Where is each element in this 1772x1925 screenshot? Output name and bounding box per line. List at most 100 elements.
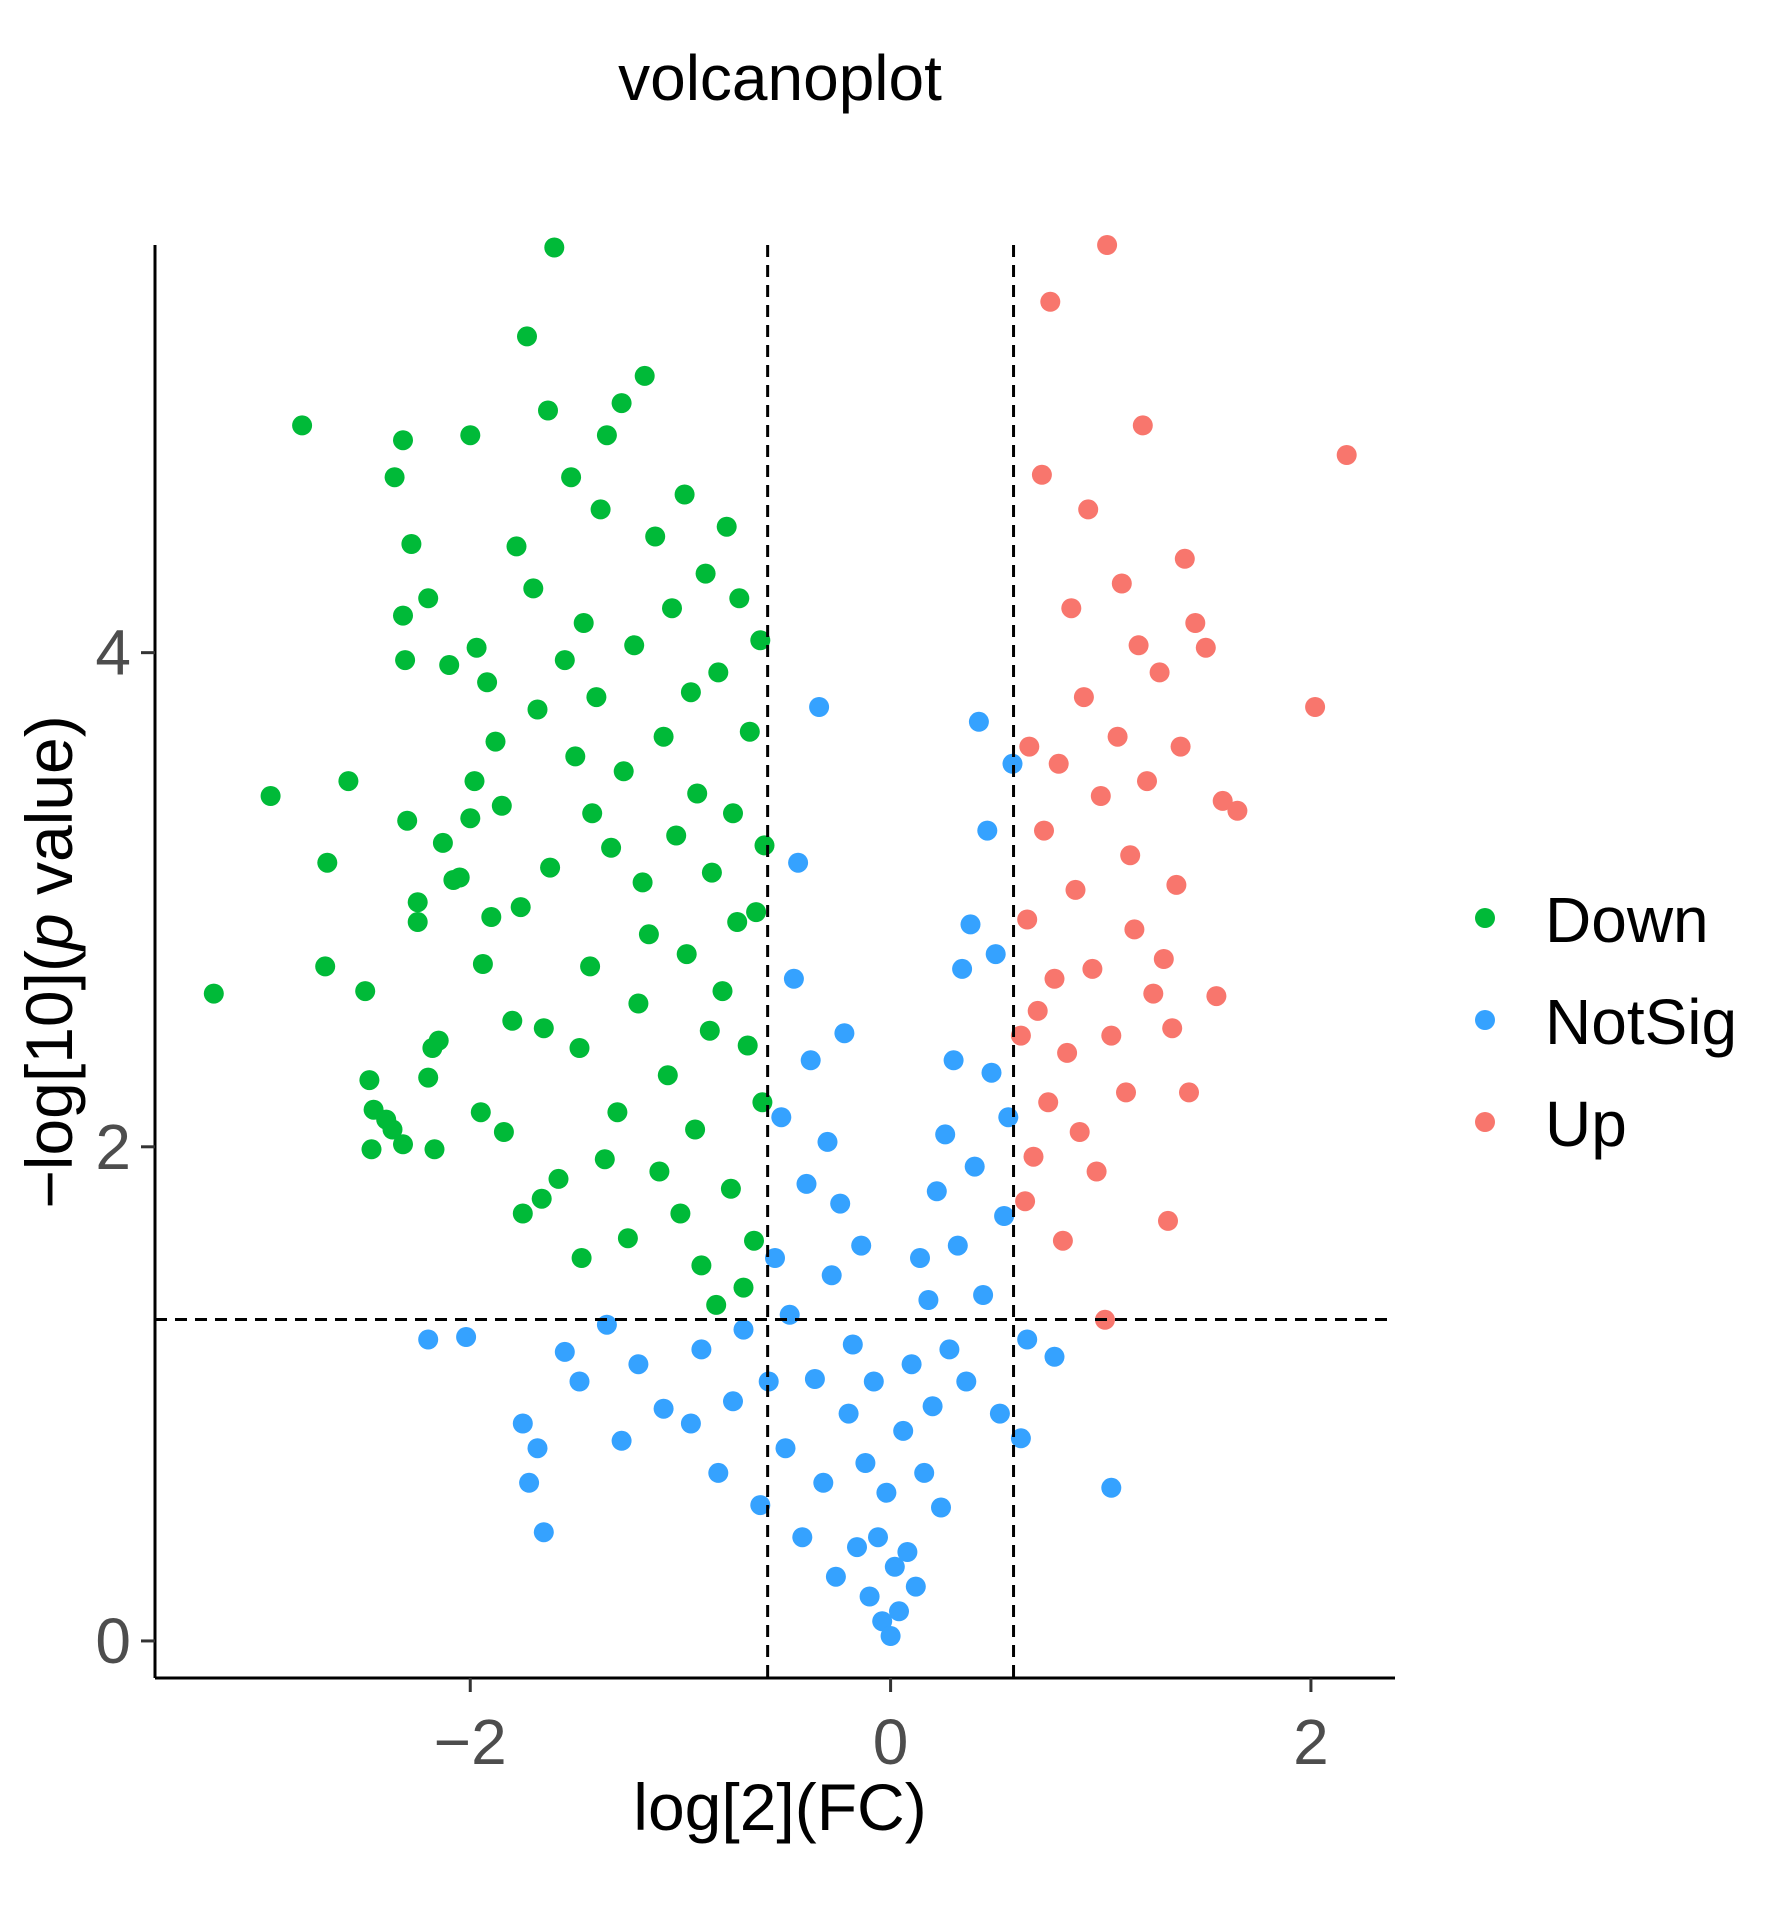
point-down <box>680 682 701 703</box>
point-down <box>729 588 750 609</box>
point-down <box>573 613 594 633</box>
point-down <box>737 1035 758 1056</box>
point-up <box>1073 687 1094 708</box>
point-up <box>1137 771 1157 792</box>
point-notsig <box>981 1062 1002 1083</box>
point-down <box>506 536 527 557</box>
point-notsig <box>977 820 998 841</box>
point-up <box>1170 736 1191 757</box>
point-up <box>1206 986 1227 1007</box>
point-up <box>1061 598 1082 619</box>
point-down <box>517 326 537 347</box>
x-tick-label: −2 <box>434 1706 507 1778</box>
point-notsig <box>964 1156 985 1177</box>
point-notsig <box>884 1556 905 1577</box>
point-down <box>460 425 481 446</box>
point-notsig <box>708 1462 729 1483</box>
point-down <box>502 1010 523 1031</box>
point-down <box>712 981 733 1002</box>
point-up <box>1128 635 1149 656</box>
point-up <box>1027 1000 1048 1021</box>
point-notsig <box>947 1235 968 1256</box>
point-notsig <box>750 1495 771 1516</box>
point-down <box>531 1188 552 1209</box>
x-tick-label: 0 <box>873 1706 909 1778</box>
point-up <box>1185 613 1206 633</box>
point-up <box>1040 291 1061 312</box>
point-down <box>691 1255 712 1276</box>
point-notsig <box>788 852 809 873</box>
point-notsig <box>939 1339 960 1360</box>
point-up <box>1017 909 1038 930</box>
point-down <box>472 954 493 974</box>
chart-title: volcanoplot <box>618 42 942 114</box>
x-tick-label: 2 <box>1293 1706 1329 1778</box>
point-notsig <box>533 1522 554 1543</box>
point-notsig <box>723 1391 743 1412</box>
point-down <box>676 944 697 965</box>
point-down <box>384 467 405 488</box>
point-notsig <box>897 1542 918 1562</box>
point-notsig <box>569 1371 590 1392</box>
point-down <box>317 852 338 873</box>
point-down <box>470 1102 491 1123</box>
point-down <box>634 365 655 386</box>
point-notsig <box>847 1537 867 1558</box>
point-up <box>1097 235 1118 255</box>
point-notsig <box>596 1314 617 1335</box>
point-down <box>565 746 586 767</box>
point-down <box>561 467 582 488</box>
point-down <box>407 912 428 932</box>
point-notsig <box>985 944 1006 965</box>
point-up <box>1166 874 1187 895</box>
point-notsig <box>611 1430 632 1451</box>
point-down <box>393 430 413 451</box>
point-down <box>464 771 485 792</box>
point-notsig <box>1002 753 1023 774</box>
point-down <box>395 650 416 671</box>
point-up <box>1107 726 1128 747</box>
point-down <box>733 1277 754 1298</box>
point-down <box>632 872 653 893</box>
point-notsig <box>830 1193 851 1214</box>
y-tick-label: 2 <box>95 1111 131 1183</box>
point-down <box>540 857 561 878</box>
point-down <box>670 1203 691 1224</box>
point-notsig <box>783 968 804 989</box>
y-axis-label-prefix: −log[10]( <box>12 950 86 1209</box>
point-notsig <box>893 1420 914 1441</box>
point-up <box>1034 820 1054 841</box>
point-notsig <box>653 1398 674 1419</box>
point-down <box>544 237 565 258</box>
point-notsig <box>935 1124 956 1145</box>
point-down <box>617 1228 638 1249</box>
axes <box>153 245 1395 1680</box>
point-notsig <box>910 1248 930 1268</box>
point-down <box>449 867 470 888</box>
point-notsig <box>1044 1346 1065 1367</box>
point-down <box>607 1102 628 1123</box>
point-up <box>1162 1018 1183 1039</box>
point-down <box>428 1030 449 1051</box>
point-notsig <box>691 1339 712 1360</box>
point-notsig <box>817 1131 838 1152</box>
point-down <box>338 771 359 792</box>
point-down <box>397 810 418 831</box>
point-up <box>1052 1230 1073 1251</box>
point-notsig <box>792 1527 813 1548</box>
point-notsig <box>456 1327 477 1347</box>
point-up <box>1305 697 1326 717</box>
point-up <box>1212 790 1233 811</box>
point-down <box>586 687 607 708</box>
point-up <box>1082 958 1103 979</box>
point-down <box>596 425 617 446</box>
point-notsig <box>855 1453 876 1473</box>
legend-key-down <box>1475 908 1495 928</box>
series-notsig <box>418 697 1122 1646</box>
point-up <box>1078 499 1099 520</box>
point-down <box>571 1248 592 1268</box>
point-up <box>1023 1146 1044 1167</box>
point-down <box>481 907 502 927</box>
point-notsig <box>800 1050 821 1071</box>
point-up <box>1143 983 1164 1004</box>
